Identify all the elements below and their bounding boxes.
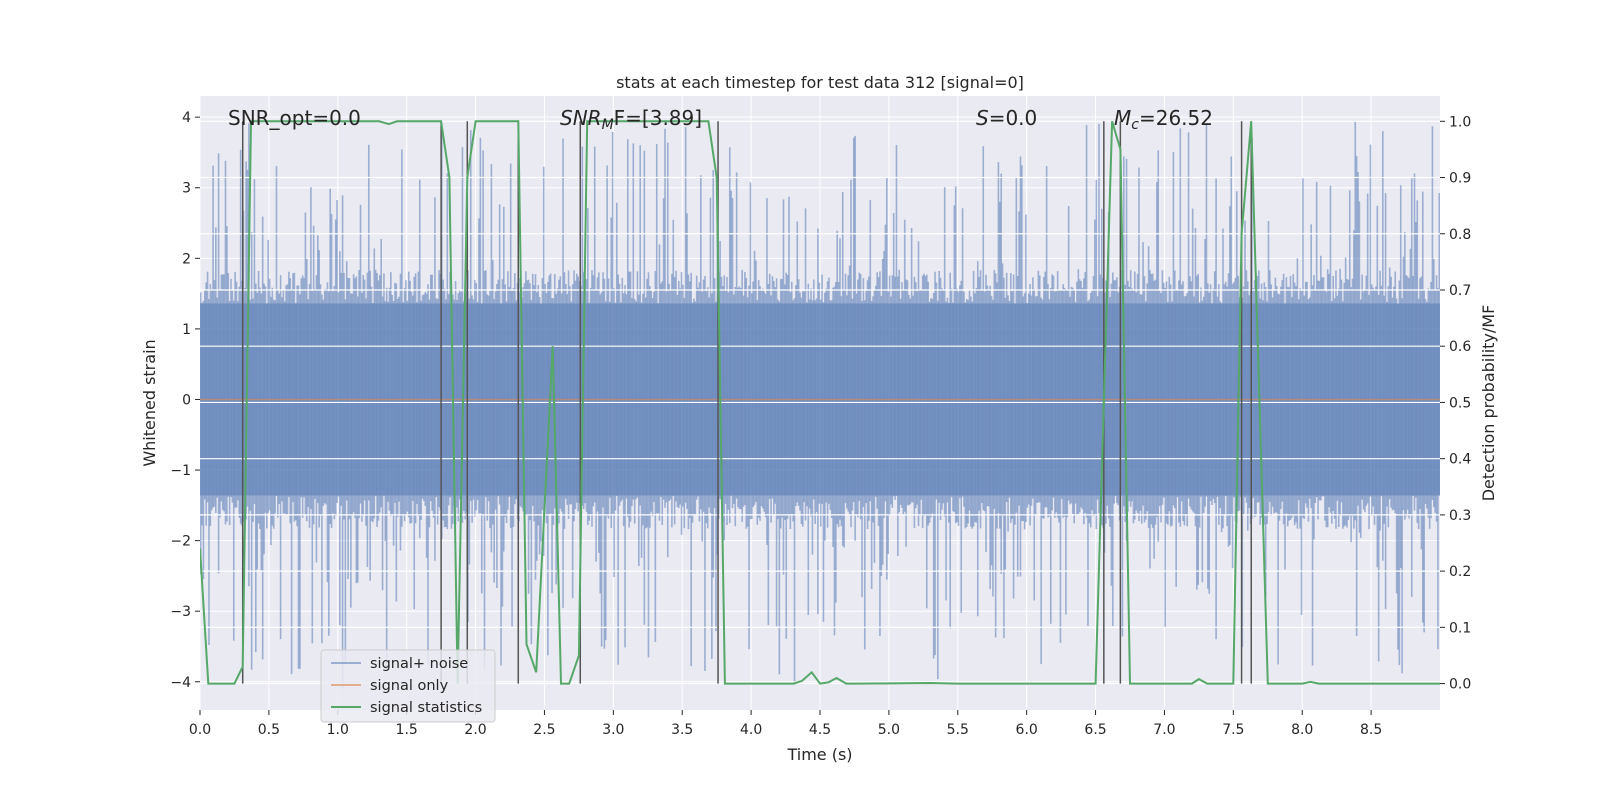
x-tick-label: 5.5 (947, 722, 969, 738)
legend-label-signal: signal only (370, 678, 449, 694)
y-axis-right-ticks: 1.0 0.9 0.8 0.7 0.6 0.5 0.4 0.3 0.2 0.1 0.0 (1440, 114, 1471, 693)
annotation-mc-sub: c (1131, 117, 1139, 133)
x-tick-label: 6.5 (1084, 722, 1106, 738)
y-right-tick-label: 0.5 (1449, 395, 1471, 411)
chart-title: stats at each timestep for test data 312… (616, 73, 1024, 92)
annotation-mc-label: M (1114, 106, 1131, 130)
y-tick-label: −4 (170, 675, 191, 691)
y-right-tick-label: 0.7 (1449, 283, 1471, 299)
x-tick-label: 8.0 (1291, 722, 1313, 738)
x-tick-label: 7.5 (1222, 722, 1244, 738)
x-tick-label: 1.0 (327, 722, 349, 738)
y-tick-label: −2 (170, 534, 191, 550)
y-right-tick-label: 0.0 (1449, 677, 1471, 693)
y-axis-left-ticks: 4 3 2 1 0 −1 −2 −3 −4 (170, 110, 200, 691)
y-right-tick-label: 0.2 (1449, 564, 1471, 580)
legend-box (320, 649, 496, 723)
legend: signal+ noise signal only signal statist… (320, 649, 496, 723)
x-tick-label: 5.0 (878, 722, 900, 738)
y-right-tick-label: 0.1 (1449, 620, 1471, 636)
annotation-snr-mf-rest: F=[3.89] (614, 106, 702, 130)
y-axis-left-label: Whitened strain (140, 339, 159, 466)
y-tick-label: 3 (182, 181, 191, 197)
annotation-mc: Mc=26.52 (1114, 106, 1213, 133)
x-tick-label: 1.5 (396, 722, 418, 738)
x-tick-label: 0.0 (189, 722, 211, 738)
y-right-tick-label: 1.0 (1449, 114, 1471, 130)
legend-label-stats: signal statistics (370, 700, 482, 716)
annotation-snr-opt: SNR_opt=0.0 (228, 106, 361, 130)
x-axis-label: Time (s) (786, 745, 852, 764)
statistics-line (200, 120, 1440, 685)
y-right-tick-label: 0.9 (1449, 171, 1471, 187)
annotation-s-label: S (976, 106, 989, 130)
x-tick-label: 2.5 (533, 722, 555, 738)
series-signal-statistics (200, 120, 1440, 685)
x-tick-label: 3.5 (671, 722, 693, 738)
y-tick-label: 4 (182, 110, 191, 126)
y-right-tick-label: 0.3 (1449, 508, 1471, 524)
x-tick-label: 0.5 (258, 722, 280, 738)
x-tick-label: 4.5 (809, 722, 831, 738)
y-tick-label: −3 (170, 604, 191, 620)
x-tick-label: 3.0 (602, 722, 624, 738)
x-tick-label: 8.5 (1360, 722, 1382, 738)
y-tick-label: 1 (182, 322, 191, 338)
y-tick-label: 2 (182, 251, 191, 267)
annotation-snr-mf: SNRMF=[3.89] (560, 106, 702, 133)
y-right-tick-label: 0.6 (1449, 339, 1471, 355)
x-tick-label: 2.0 (464, 722, 486, 738)
x-tick-label: 7.0 (1153, 722, 1175, 738)
y-tick-label: −1 (170, 463, 191, 479)
y-tick-label: 0 (182, 392, 191, 408)
x-tick-label: 6.0 (1016, 722, 1038, 738)
annotation-s-value: =0.0 (989, 106, 1038, 130)
annotation-s: S=0.0 (976, 106, 1037, 130)
legend-label-noise: signal+ noise (370, 656, 468, 672)
x-axis-ticks: 0.0 0.5 1.0 1.5 2.0 2.5 3.0 3.5 4.0 4.5 5.0 5.5 6.0 6… (189, 710, 1382, 738)
x-tick-label: 4.0 (740, 722, 762, 738)
y-axis-right-label: Detection probability/MF (1479, 305, 1498, 502)
y-right-tick-label: 0.4 (1449, 452, 1471, 468)
annotation-snr-mf-sub: M (602, 117, 614, 133)
y-right-tick-label: 0.8 (1449, 227, 1471, 243)
annotation-mc-value: =26.52 (1139, 106, 1213, 130)
annotation-snr-mf-base: SNR (560, 106, 602, 130)
